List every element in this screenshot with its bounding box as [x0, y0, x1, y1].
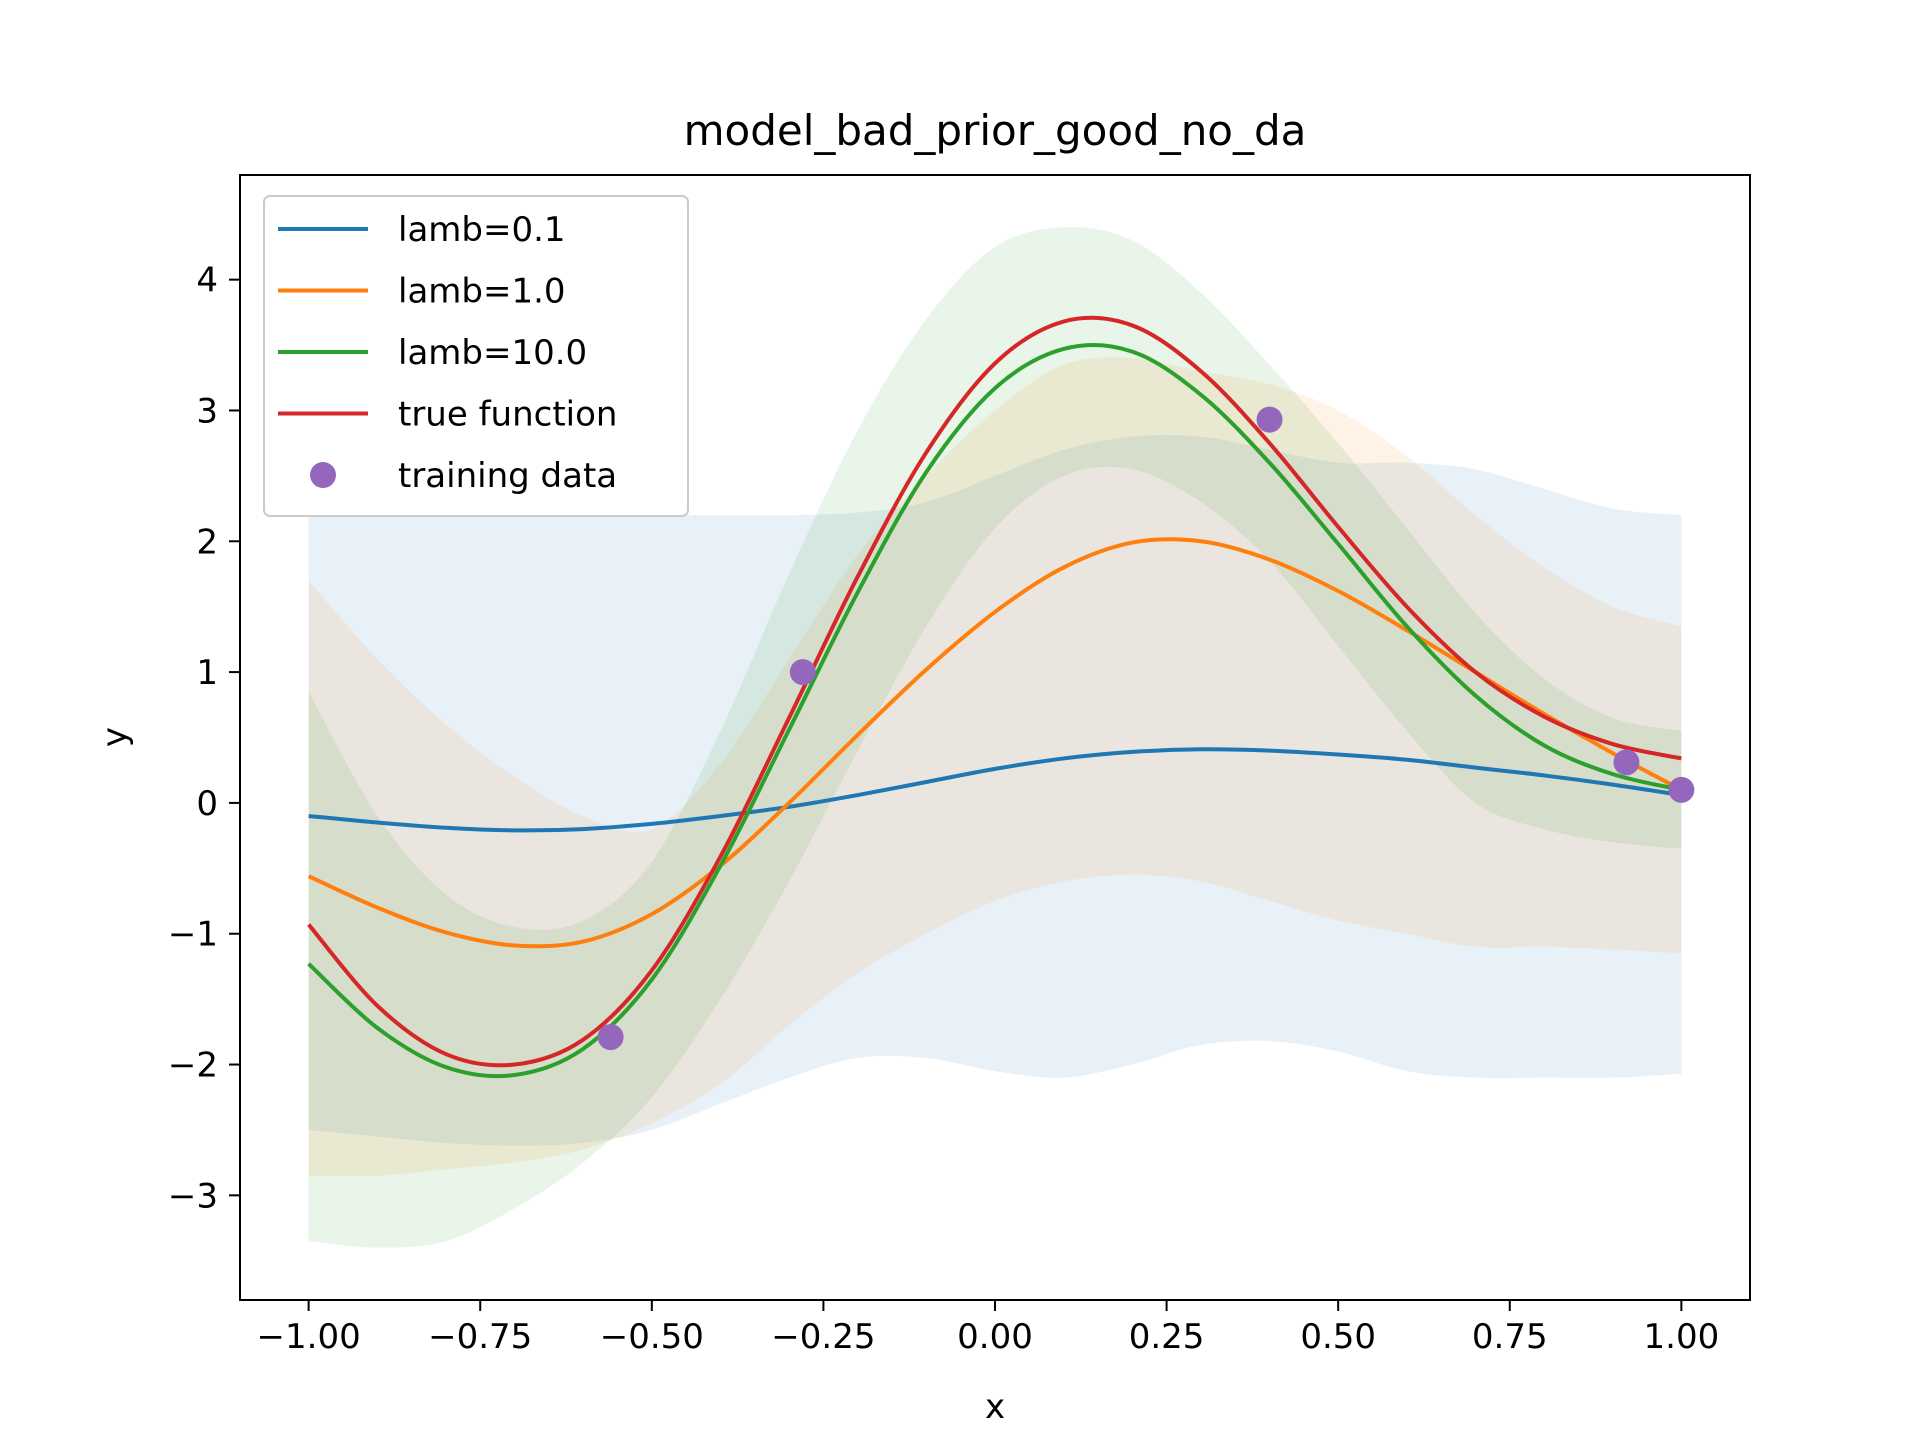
y-axis-label: y [95, 727, 135, 747]
legend-label-lamb-0-1: lamb=0.1 [398, 210, 566, 250]
y-tick-label: 3 [196, 391, 218, 431]
training-data-point [1613, 749, 1640, 776]
training-data-point [1256, 406, 1283, 433]
x-tick-label: −0.75 [428, 1317, 532, 1357]
legend-label-true-function: true function [398, 395, 617, 435]
x-tick-label: 0.75 [1472, 1317, 1548, 1357]
legend: lamb=0.1 lamb=1.0 lamb=10.0 true function tr… [263, 195, 689, 517]
line-lamb-10-0 [307, 343, 1682, 1079]
x-tick-label: 0.25 [1129, 1317, 1205, 1357]
line-lamb-1-0 [307, 537, 1683, 949]
x-tick-label: −1.00 [257, 1317, 361, 1357]
legend-swatch-training-data [310, 462, 336, 488]
x-tick-label: 1.00 [1644, 1317, 1720, 1357]
training-data-point [1668, 776, 1695, 803]
legend-label-lamb-10-0: lamb=10.0 [398, 333, 587, 373]
legend-box [263, 195, 689, 517]
x-tick-label: 0.00 [957, 1317, 1033, 1357]
legend-label-lamb-1-0: lamb=1.0 [398, 272, 566, 312]
y-tick-label: 1 [196, 653, 218, 693]
y-tick-label: 4 [196, 261, 218, 301]
training-data-point [789, 659, 816, 686]
line-true-function [307, 315, 1682, 1068]
x-axis-ticks: −1.00 −0.75 −0.50 −0.25 0.00 0.25 0.50 0.75 1.00 [257, 1300, 1720, 1357]
chart-title: model_bad_prior_good_no_da [684, 106, 1307, 155]
y-tick-label: 0 [196, 784, 218, 824]
x-tick-label: −0.25 [771, 1317, 875, 1357]
y-tick-label: −2 [168, 1046, 218, 1086]
band-lamb-10-0 [308, 227, 1682, 1248]
training-data-point [597, 1024, 624, 1051]
x-tick-label: −0.50 [600, 1317, 704, 1357]
y-tick-label: −1 [168, 915, 218, 955]
legend-label-training-data: training data [398, 456, 617, 496]
y-tick-label: 2 [196, 522, 218, 562]
y-tick-label: −3 [168, 1176, 218, 1216]
y-axis-ticks: −3 −2 −1 0 1 2 3 4 [168, 261, 240, 1216]
x-axis-label: x [985, 1387, 1005, 1427]
series-lines [307, 315, 1683, 1079]
x-tick-label: 0.50 [1300, 1317, 1376, 1357]
training-data-points [597, 406, 1695, 1051]
line-lamb-0-1 [308, 747, 1682, 833]
